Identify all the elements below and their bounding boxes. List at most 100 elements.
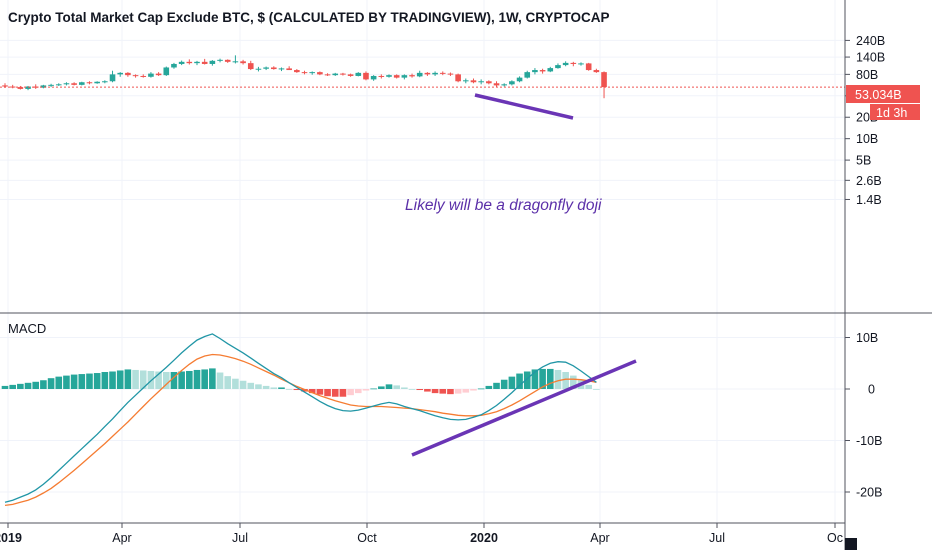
candle-body [301,72,308,74]
macd-histogram-bar [293,389,301,391]
macd-histogram-bar [193,369,201,389]
candle-body [501,84,507,86]
candle-body [63,83,70,85]
candle-body [478,81,484,83]
macd-histogram-bar [431,389,439,394]
candle-body [370,75,377,80]
candle-body [593,70,600,73]
candle-body [247,63,254,70]
macd-histogram-bar [55,376,63,389]
candle-body [148,73,154,77]
macd-histogram-bar [424,389,431,392]
candle-body [155,73,162,76]
macd-tick-label: 10B [856,331,878,345]
candle-body [386,75,392,77]
macd-histogram-bar [186,370,193,389]
price-tick-label: 10B [856,132,878,146]
candle-body [201,61,208,64]
price-trendline [474,93,574,120]
last-price-tag: 53.034B 1d 3h [846,85,920,120]
candle-body [601,72,607,88]
macd-histogram-bar [70,374,78,389]
macd-histogram-bar [470,389,477,391]
candle-body [132,75,139,77]
macd-histogram-bar [247,382,255,389]
candle-body [278,68,285,70]
macd-histogram-bar [370,388,377,390]
time-tick-label: Oct [357,531,377,545]
candle-body [340,73,346,75]
candle-body [79,82,85,85]
macd-histogram-bar [47,378,55,389]
overlay [0,86,845,457]
macd-histogram-bar [500,379,508,389]
price-tick-label: 2.6B [856,174,882,188]
macd-histogram-bar [378,386,385,389]
price-tick-label: 240B [856,34,885,48]
macd-histogram-bar [162,372,170,389]
macd-histogram-bar [324,389,331,397]
candle-body [317,72,323,75]
candle-body [125,72,131,76]
macd-tick-label: -20B [856,486,882,500]
tradingview-logo-icon [845,538,857,550]
candle-body [232,61,239,63]
chart-title: Crypto Total Market Cap Exclude BTC, $ (… [8,10,610,25]
candle-body [493,83,500,86]
candle-body [94,81,100,84]
macd-histogram-bar [523,371,531,389]
candle-body [416,72,423,77]
candle-body [455,74,461,82]
candle-body [86,82,93,84]
macd-histogram-bar [132,369,139,389]
macd-line [4,333,597,503]
macd-axis: 10B 0 -10B -20B [845,331,882,500]
candle-body [178,61,185,64]
macd-histogram-bar [593,389,600,390]
signal-line [4,353,597,507]
macd-histogram-bar [255,384,262,389]
macd-histogram-bar [347,389,354,396]
time-tick-label: Jul [709,531,725,545]
macd-histogram-bar [139,370,147,389]
price-tick-label: 140B [856,51,885,65]
macd-histogram-bar [485,385,493,389]
macd-histogram-bar [78,374,86,389]
candle-body [263,67,269,69]
macd-histogram-bar [554,369,562,389]
candle-body [555,65,561,69]
candle-body [48,84,54,86]
macd-histogram-bar [385,384,393,389]
macd-trendline [411,359,637,457]
candle-body [25,86,31,89]
macd-histogram-bar [539,368,546,389]
time-tick-label: Oc [827,531,843,545]
candle-body [194,61,200,64]
macd-histogram-bar [86,373,93,389]
macd-lines [4,333,597,507]
candle-body [117,72,123,75]
macd-histogram-bar [562,372,569,389]
candle-body [286,68,292,71]
candle-body [240,61,246,64]
candle-body [40,85,47,88]
macd-histogram-bar [516,373,523,389]
macd-histogram-bar [546,368,554,389]
macd-tick-label: -10B [856,434,882,448]
macd-histogram-bar [354,389,362,394]
macd-histogram-bar [493,382,500,389]
candle-body [539,70,546,72]
macd-histogram-bar [585,384,592,389]
candle-body [294,70,300,73]
macd-histogram-bar [101,372,109,389]
macd-histogram-bar [339,389,347,397]
candle-body [585,63,592,71]
time-axis: 2019 Apr Jul Oct 2020 Apr Jul Oc [0,523,843,545]
macd-histogram-bar [239,380,247,389]
candle-body [55,84,62,86]
candle-body [271,67,277,70]
macd-histogram-bar [447,389,454,395]
candle-body [562,62,569,66]
macd-histogram-bar [170,372,178,389]
